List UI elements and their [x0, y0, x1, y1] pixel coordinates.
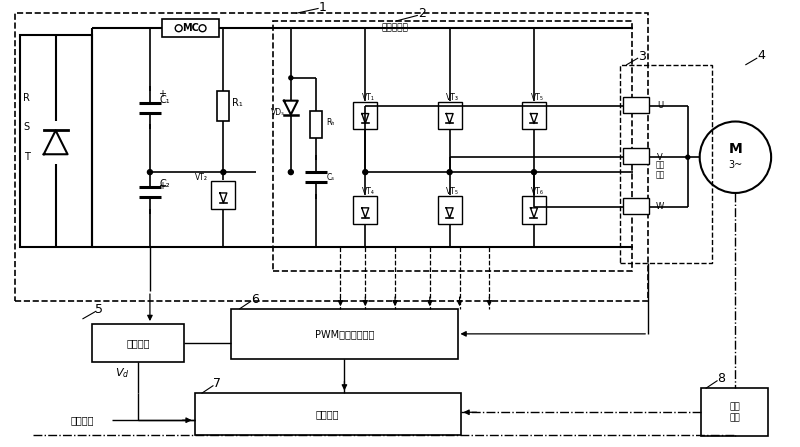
Bar	[162, 19, 219, 37]
Bar	[92, 324, 184, 362]
Text: PWM信号发生单元: PWM信号发生单元	[314, 329, 374, 339]
Bar	[623, 198, 649, 214]
Text: W: W	[656, 202, 664, 211]
Text: V: V	[657, 153, 663, 162]
Text: 2: 2	[418, 7, 426, 20]
Text: S: S	[24, 122, 30, 132]
Text: 3~: 3~	[728, 160, 742, 170]
Bar	[438, 101, 462, 130]
Text: T: T	[24, 152, 30, 162]
Circle shape	[289, 76, 293, 80]
Text: 电压检测: 电压检测	[126, 338, 150, 348]
Text: VT₂: VT₂	[195, 173, 208, 181]
Text: +: +	[158, 89, 166, 99]
Text: 5: 5	[95, 303, 103, 316]
Bar	[522, 101, 546, 130]
Bar	[522, 196, 546, 224]
Text: 3: 3	[638, 50, 646, 63]
Text: C₂: C₂	[159, 179, 170, 189]
Text: VDₛ: VDₛ	[271, 108, 285, 117]
Text: VT₃: VT₃	[446, 93, 459, 102]
Text: 速度
检测: 速度 检测	[729, 403, 740, 422]
Text: +: +	[158, 181, 166, 191]
Bar	[20, 35, 92, 247]
Text: 4: 4	[758, 49, 765, 62]
Text: VT₁: VT₁	[362, 93, 374, 102]
Bar	[231, 309, 458, 358]
Text: $V_d$: $V_d$	[115, 367, 130, 380]
Bar	[438, 196, 462, 224]
Bar	[194, 393, 461, 435]
Text: C₁: C₁	[159, 95, 170, 105]
Text: U: U	[657, 101, 663, 110]
Circle shape	[147, 170, 153, 175]
Circle shape	[362, 170, 368, 175]
Text: R: R	[23, 93, 30, 103]
Bar	[623, 97, 649, 113]
Text: 三相逆变桥: 三相逆变桥	[382, 24, 409, 33]
Bar	[273, 21, 632, 271]
Circle shape	[686, 155, 690, 159]
Text: 电流
检测: 电流 检测	[655, 160, 665, 180]
Text: 控制算法: 控制算法	[316, 409, 339, 419]
Text: VT₅: VT₅	[530, 93, 543, 102]
Circle shape	[288, 170, 294, 175]
Bar	[310, 110, 322, 139]
Bar	[620, 65, 711, 263]
Bar	[701, 388, 768, 436]
Text: VT₄: VT₄	[362, 187, 374, 197]
Text: 7: 7	[214, 377, 222, 390]
Bar	[354, 196, 377, 224]
Bar	[623, 148, 649, 164]
Text: MC: MC	[182, 23, 199, 33]
Text: 频率给定: 频率给定	[70, 415, 94, 425]
Circle shape	[221, 170, 226, 175]
Text: M: M	[729, 142, 742, 156]
Circle shape	[447, 170, 452, 175]
Circle shape	[531, 170, 537, 175]
Text: Cₛ: Cₛ	[326, 173, 334, 181]
Bar	[15, 13, 648, 301]
Bar	[354, 101, 377, 130]
Text: 8: 8	[718, 372, 726, 385]
Text: VT₅: VT₅	[446, 187, 459, 197]
Text: 6: 6	[251, 293, 259, 306]
Bar	[211, 181, 235, 209]
Text: 1: 1	[318, 1, 326, 14]
Text: R₁: R₁	[232, 97, 242, 108]
Bar	[218, 91, 230, 121]
Text: Rₕ: Rₕ	[326, 118, 334, 127]
Text: VT₆: VT₆	[530, 187, 543, 197]
